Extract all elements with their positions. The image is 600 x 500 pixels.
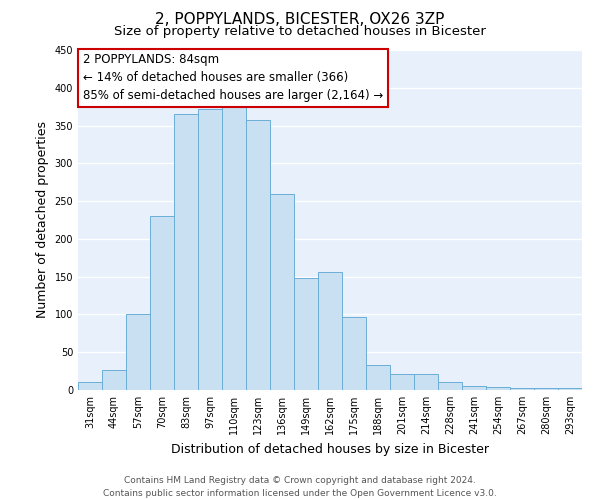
Bar — [174, 114, 198, 390]
X-axis label: Distribution of detached houses by size in Bicester: Distribution of detached houses by size … — [171, 442, 489, 456]
Bar — [294, 278, 318, 390]
Bar — [438, 382, 462, 390]
Bar — [462, 386, 486, 390]
Bar — [366, 365, 390, 390]
Y-axis label: Number of detached properties: Number of detached properties — [36, 122, 49, 318]
Bar — [486, 387, 510, 390]
Bar — [222, 108, 246, 390]
Bar — [342, 318, 366, 390]
Bar — [198, 109, 222, 390]
Bar — [126, 314, 150, 390]
Text: 2, POPPYLANDS, BICESTER, OX26 3ZP: 2, POPPYLANDS, BICESTER, OX26 3ZP — [155, 12, 445, 28]
Bar — [558, 388, 582, 390]
Text: Size of property relative to detached houses in Bicester: Size of property relative to detached ho… — [114, 25, 486, 38]
Bar — [414, 374, 438, 390]
Bar — [534, 388, 558, 390]
Bar — [78, 382, 102, 390]
Bar — [246, 120, 270, 390]
Bar — [102, 370, 126, 390]
Text: Contains HM Land Registry data © Crown copyright and database right 2024.
Contai: Contains HM Land Registry data © Crown c… — [103, 476, 497, 498]
Bar — [510, 388, 534, 390]
Bar — [318, 272, 342, 390]
Bar — [390, 374, 414, 390]
Bar — [150, 216, 174, 390]
Bar — [270, 194, 294, 390]
Text: 2 POPPYLANDS: 84sqm
← 14% of detached houses are smaller (366)
85% of semi-detac: 2 POPPYLANDS: 84sqm ← 14% of detached ho… — [83, 54, 383, 102]
